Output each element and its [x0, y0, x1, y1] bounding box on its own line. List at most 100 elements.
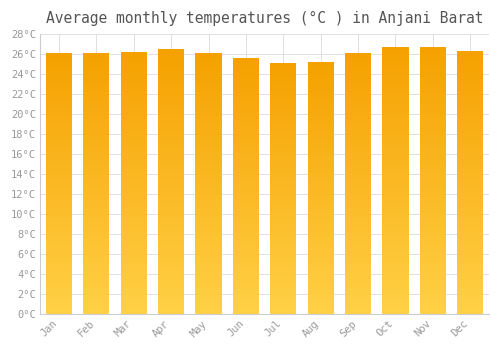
- Bar: [270, 239, 296, 242]
- Bar: [382, 147, 408, 151]
- Bar: [270, 101, 296, 104]
- Bar: [120, 288, 147, 292]
- Bar: [120, 210, 147, 213]
- Bar: [233, 71, 259, 74]
- Bar: [196, 168, 222, 171]
- Bar: [270, 286, 296, 289]
- Bar: [382, 91, 408, 94]
- Bar: [270, 264, 296, 267]
- Bar: [382, 164, 408, 167]
- Bar: [382, 281, 408, 284]
- Bar: [308, 147, 334, 150]
- Bar: [308, 65, 334, 69]
- Bar: [345, 285, 371, 288]
- Bar: [308, 191, 334, 195]
- Bar: [345, 83, 371, 86]
- Bar: [345, 154, 371, 158]
- Bar: [158, 241, 184, 245]
- Bar: [308, 169, 334, 173]
- Bar: [46, 138, 72, 141]
- Bar: [270, 214, 296, 217]
- Bar: [84, 181, 110, 184]
- Bar: [345, 220, 371, 223]
- Bar: [158, 112, 184, 116]
- Bar: [308, 128, 334, 132]
- Bar: [457, 226, 483, 229]
- Bar: [308, 204, 334, 207]
- Bar: [233, 225, 259, 228]
- Bar: [196, 161, 222, 164]
- Bar: [308, 254, 334, 258]
- Bar: [270, 198, 296, 201]
- Bar: [46, 311, 72, 314]
- Bar: [233, 148, 259, 151]
- Bar: [270, 85, 296, 88]
- Bar: [84, 177, 110, 181]
- Bar: [382, 298, 408, 301]
- Bar: [233, 65, 259, 68]
- Bar: [345, 148, 371, 151]
- Bar: [233, 244, 259, 247]
- Bar: [158, 215, 184, 218]
- Bar: [420, 67, 446, 71]
- Bar: [84, 304, 110, 308]
- Bar: [196, 177, 222, 181]
- Bar: [345, 105, 371, 109]
- Bar: [345, 210, 371, 213]
- Bar: [420, 204, 446, 208]
- Bar: [382, 278, 408, 281]
- Bar: [233, 77, 259, 80]
- Bar: [196, 73, 222, 76]
- Bar: [158, 198, 184, 202]
- Bar: [196, 171, 222, 174]
- Bar: [233, 132, 259, 135]
- Bar: [46, 66, 72, 70]
- Bar: [457, 64, 483, 68]
- Bar: [196, 83, 222, 86]
- Bar: [196, 282, 222, 285]
- Bar: [345, 206, 371, 210]
- Bar: [345, 200, 371, 203]
- Bar: [382, 258, 408, 261]
- Bar: [270, 120, 296, 123]
- Bar: [420, 51, 446, 54]
- Bar: [46, 184, 72, 187]
- Bar: [420, 84, 446, 87]
- Bar: [120, 187, 147, 190]
- Bar: [84, 145, 110, 148]
- Bar: [420, 208, 446, 211]
- Bar: [308, 72, 334, 75]
- Bar: [420, 171, 446, 174]
- Bar: [196, 226, 222, 230]
- Bar: [308, 292, 334, 295]
- Bar: [233, 138, 259, 141]
- Bar: [233, 158, 259, 161]
- Bar: [196, 99, 222, 102]
- Bar: [270, 135, 296, 139]
- Bar: [270, 132, 296, 135]
- Bar: [270, 283, 296, 286]
- Bar: [158, 245, 184, 248]
- Bar: [158, 281, 184, 285]
- Bar: [382, 151, 408, 154]
- Bar: [457, 281, 483, 285]
- Bar: [457, 94, 483, 97]
- Bar: [382, 114, 408, 117]
- Bar: [270, 289, 296, 292]
- Bar: [196, 79, 222, 83]
- Bar: [382, 197, 408, 201]
- Bar: [196, 122, 222, 125]
- Bar: [84, 220, 110, 223]
- Bar: [158, 96, 184, 99]
- Bar: [457, 117, 483, 120]
- Bar: [84, 154, 110, 158]
- Bar: [233, 311, 259, 314]
- Bar: [120, 131, 147, 134]
- Bar: [420, 94, 446, 97]
- Bar: [382, 311, 408, 314]
- Bar: [158, 268, 184, 271]
- Bar: [120, 134, 147, 138]
- Bar: [457, 255, 483, 258]
- Bar: [345, 115, 371, 119]
- Bar: [345, 275, 371, 279]
